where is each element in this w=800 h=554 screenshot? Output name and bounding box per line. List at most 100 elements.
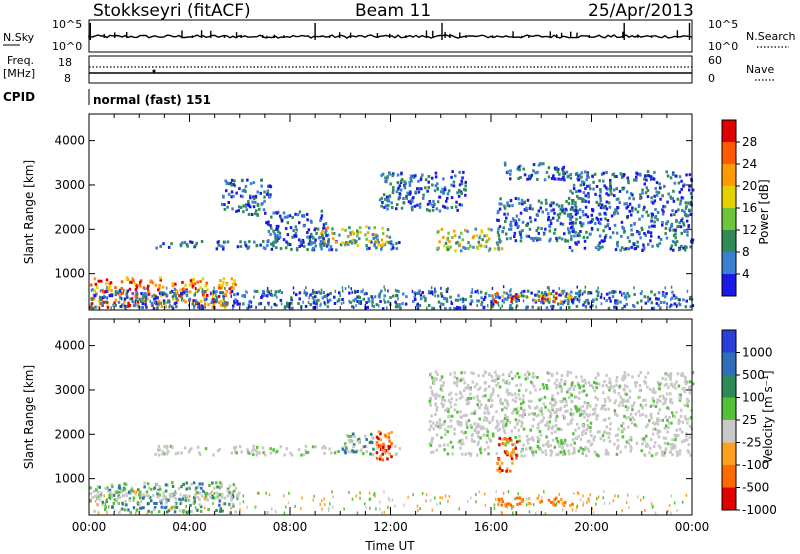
cell-4-16 — [378, 457, 382, 461]
cell-2-19 — [290, 247, 293, 251]
cell-6-350 — [472, 372, 475, 375]
cell-6-1 — [451, 236, 454, 239]
speck-5 — [146, 293, 148, 297]
cell-0-21 — [232, 483, 236, 487]
cell-10-486 — [680, 179, 683, 183]
cell-6-441 — [581, 379, 584, 383]
cell-10-458 — [598, 202, 601, 206]
speck-166 — [109, 497, 112, 501]
cell-5-49 — [235, 209, 238, 213]
cell-5-79 — [263, 199, 266, 203]
cell-0-83 — [132, 506, 136, 510]
cell-1-339 — [627, 294, 631, 298]
cell-6-15 — [529, 448, 533, 452]
cell-6-965 — [629, 412, 633, 416]
cell-8-131 — [517, 224, 520, 228]
cell-1-336 — [495, 295, 498, 299]
cell-6-449 — [584, 381, 587, 385]
cell-0-121 — [212, 303, 216, 306]
cell-10-88 — [566, 227, 570, 231]
speck-28 — [108, 505, 110, 509]
cell-10-440 — [597, 248, 600, 251]
cell-6-27 — [447, 410, 450, 414]
cell-1-328 — [470, 291, 474, 294]
cell-11-116 — [380, 196, 384, 200]
cell-8-114 — [553, 231, 556, 235]
cell-6-598 — [514, 374, 517, 378]
cell-10-162 — [685, 204, 688, 208]
cell-4-23 — [375, 456, 379, 460]
cell-11-112 — [458, 183, 462, 187]
cell-2-95 — [304, 444, 308, 448]
cell-6-710 — [492, 390, 495, 394]
cell-4-95 — [283, 215, 287, 219]
cell-6-1104 — [675, 410, 678, 414]
cell-0-176 — [211, 294, 215, 298]
cell-1-56 — [206, 498, 209, 502]
speck-111 — [285, 505, 287, 509]
cell-6-143 — [683, 403, 687, 407]
cell-0-103 — [204, 494, 208, 498]
cell-6-108 — [484, 387, 488, 391]
cell-6-86 — [504, 413, 507, 417]
cell-6-1056 — [595, 453, 599, 457]
cell-10-289 — [589, 187, 592, 191]
cell-1-106 — [659, 306, 662, 310]
cell-11-17 — [436, 200, 440, 204]
cell-6-732 — [614, 399, 617, 403]
cell-8-151 — [558, 236, 561, 240]
cell-6-929 — [615, 383, 618, 387]
cell-5-59 — [235, 191, 238, 195]
cell-6-532 — [578, 406, 581, 410]
cell-10-58 — [662, 205, 665, 208]
cell-0-61 — [158, 283, 161, 287]
speck-202 — [300, 306, 303, 310]
cell-7-2 — [570, 295, 573, 299]
cell-10-133 — [631, 233, 635, 237]
cell-0-203 — [138, 496, 142, 500]
cell-11-45 — [456, 191, 459, 195]
speck-68 — [360, 300, 362, 304]
cell-2-102 — [262, 246, 266, 250]
speck-99 — [352, 306, 355, 309]
cell-3-38 — [347, 438, 351, 442]
cell-1-14 — [216, 496, 220, 500]
speck-200 — [283, 511, 286, 515]
cell-10-123 — [661, 223, 664, 227]
cell-6-362 — [525, 438, 529, 442]
speck-89 — [342, 301, 345, 305]
cell-7-38 — [510, 297, 514, 300]
cell-10-333 — [670, 244, 673, 248]
cell-5-26 — [239, 206, 243, 210]
cell-4-96 — [310, 241, 313, 245]
cell-6-987 — [463, 381, 466, 385]
cell-1-88 — [241, 294, 244, 298]
cell-6-231 — [572, 388, 576, 392]
speck-93 — [120, 297, 123, 301]
cell-2-96 — [398, 447, 402, 451]
cell-0-33 — [192, 481, 196, 485]
cell-10-441 — [567, 174, 570, 178]
cell-0-43 — [153, 506, 157, 509]
cell-6-510 — [559, 406, 563, 410]
cell-0-97 — [126, 278, 129, 281]
cell-11-31 — [391, 206, 394, 210]
cell-2-64 — [240, 450, 243, 454]
cell-1-391 — [123, 297, 127, 301]
cell-6-1002 — [465, 423, 468, 427]
cell-0-134 — [184, 498, 188, 502]
cell-0-83 — [171, 282, 175, 285]
cell-10-460 — [675, 240, 679, 244]
cell-6-956 — [470, 371, 473, 375]
cell-0-146 — [161, 285, 165, 289]
cell-5-38 — [518, 502, 522, 506]
cell-6-305 — [525, 434, 529, 438]
cell-10-136 — [650, 215, 654, 219]
cell-4-77 — [298, 221, 301, 225]
cell-6-376 — [641, 398, 645, 402]
cell-2-94 — [350, 241, 354, 245]
cell-6-106 — [555, 436, 558, 440]
cell-5-22 — [539, 500, 542, 504]
